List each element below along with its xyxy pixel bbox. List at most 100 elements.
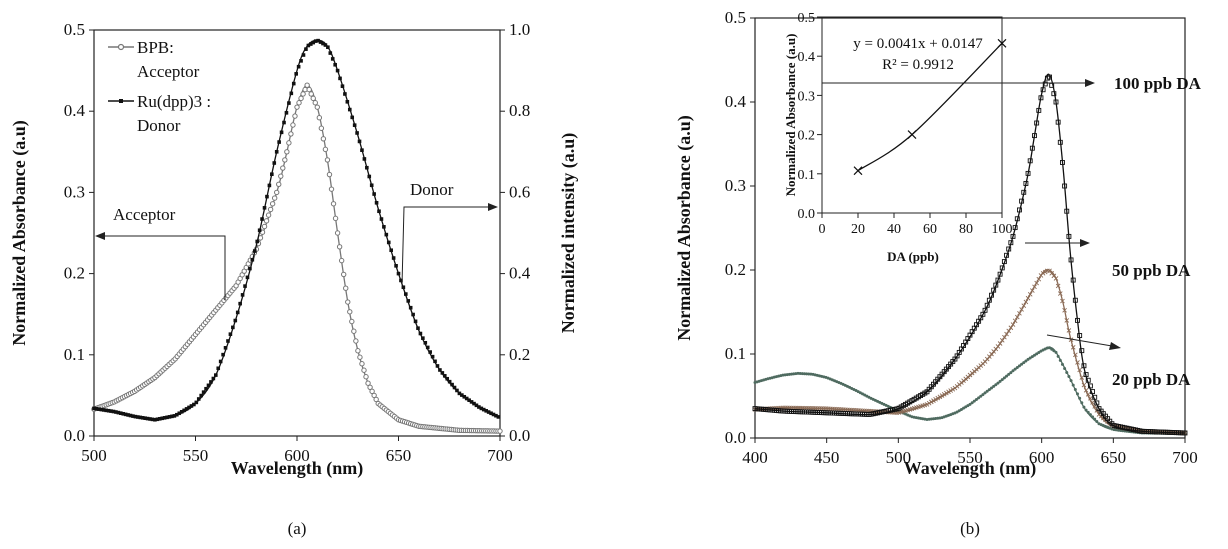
data-point-100ppb — [989, 292, 994, 298]
data-point-ru — [209, 380, 213, 384]
data-point-100ppb — [1083, 372, 1089, 378]
data-point-ru — [425, 345, 430, 350]
label-20-ppb: 20 ppb DA — [1112, 370, 1191, 389]
data-point-ru — [401, 285, 406, 290]
data-point-20ppb — [985, 389, 989, 393]
data-point-ru — [294, 72, 298, 76]
data-point-ru — [153, 417, 157, 422]
inset-chart: 0 20 40 60 80 100 0.0 0.1 0.2 0.3 0.4 0.5 y = 0.00… — [783, 11, 1013, 264]
data-point-50ppb — [1083, 387, 1089, 393]
data-point-50ppb — [1062, 308, 1067, 313]
y-tick-b-label: 0.0 — [725, 428, 746, 447]
data-point-50ppb — [1079, 375, 1085, 380]
data-point-ru — [462, 394, 467, 399]
data-point-50ppb — [1010, 322, 1016, 327]
legend-label-ru-2: Donor — [137, 116, 181, 135]
label-50-ppb: 50 ppb DA — [1112, 261, 1191, 280]
data-point-20ppb — [1056, 354, 1060, 358]
data-point-ru — [357, 139, 362, 144]
data-point-ru — [389, 248, 393, 253]
data-point-100ppb — [1090, 389, 1096, 395]
inset-data-point — [853, 166, 863, 176]
inset-y-tick-label: 0.2 — [798, 129, 816, 144]
x-tick-b-label: 500 — [886, 448, 912, 467]
data-point-100ppb — [995, 277, 1001, 283]
data-point-50ppb — [1021, 303, 1027, 309]
data-point-100ppb — [1040, 87, 1046, 93]
data-point-50ppb — [995, 344, 1001, 349]
data-point-50ppb — [1023, 299, 1029, 305]
data-point-20ppb — [1080, 401, 1084, 405]
data-point-ru — [350, 115, 355, 120]
data-point-50ppb — [1085, 392, 1091, 397]
data-point-100ppb — [1012, 225, 1018, 231]
legend-label-bpb-2: Acceptor — [137, 62, 200, 81]
data-point-ru — [192, 402, 196, 407]
data-point-50ppb — [941, 392, 947, 397]
x-tick-a-label: 550 — [183, 446, 209, 465]
data-point-ru — [204, 386, 208, 391]
data-point-100ppb — [1072, 297, 1078, 303]
data-point-100ppb — [1066, 233, 1072, 239]
data-point-ru — [326, 45, 330, 50]
data-point-ru — [228, 332, 233, 336]
data-point-50ppb — [1036, 276, 1042, 282]
data-point-ru — [282, 120, 286, 125]
data-point-ru — [421, 336, 425, 340]
data-point-ru — [496, 415, 501, 419]
data-point-bpb — [310, 95, 316, 102]
data-point-ru — [379, 217, 384, 221]
x-tick-a-label: 500 — [81, 446, 107, 465]
data-point-ru — [199, 393, 203, 398]
data-point-100ppb — [1064, 208, 1070, 214]
y-tick-a-label: 0.4 — [64, 101, 86, 120]
data-point-ru — [374, 200, 379, 205]
data-point-ru — [252, 249, 257, 253]
data-point-ru — [377, 209, 381, 214]
data-point-ru — [360, 148, 364, 152]
data-point-bpb — [271, 195, 278, 201]
data-point-bpb — [298, 95, 304, 102]
data-point-100ppb — [1029, 145, 1035, 151]
data-point-bpb — [363, 374, 369, 380]
data-point-bpb — [278, 173, 284, 179]
data-point-ru — [404, 292, 408, 296]
data-point-50ppb — [1002, 334, 1007, 340]
data-point-bpb — [351, 328, 357, 334]
data-point-bpb — [359, 361, 365, 367]
data-point-20ppb — [987, 388, 991, 392]
data-point-ru — [123, 412, 128, 417]
data-point-ru — [469, 400, 474, 404]
data-point-ru — [226, 339, 230, 343]
y-axis-label-b: Normalized Absorbance (a.u) — [674, 115, 695, 340]
label-arrow-50 — [1025, 239, 1090, 247]
data-point-bpb — [288, 131, 294, 137]
data-point-20ppb — [974, 397, 978, 401]
data-point-ru — [248, 266, 252, 271]
y2-ticks-a: 0.0 0.2 0.4 0.6 0.8 1.0 — [500, 20, 531, 445]
data-point-bpb — [284, 149, 290, 155]
data-point-100ppb — [1027, 158, 1033, 164]
data-point-ru — [323, 43, 328, 47]
data-point-ru — [143, 416, 147, 421]
data-point-bpb — [371, 392, 377, 399]
data-point-ru — [411, 312, 415, 317]
data-point-bpb — [349, 318, 355, 325]
data-point-ru — [94, 406, 99, 411]
data-point-20ppb — [1058, 358, 1062, 362]
data-point-bpb — [328, 186, 335, 192]
data-point-100ppb — [1032, 133, 1037, 139]
data-point-100ppb — [1059, 160, 1065, 165]
data-point-ru — [260, 217, 264, 221]
y-tick-b-label: 0.2 — [725, 260, 746, 279]
data-point-100ppb — [1042, 81, 1048, 87]
caption-b: (b) — [960, 519, 980, 538]
data-point-bpb — [367, 384, 373, 390]
data-point-20ppb — [1060, 362, 1064, 366]
x-tick-a-label: 700 — [487, 446, 513, 465]
data-point-ru — [274, 150, 279, 154]
data-point-50ppb — [935, 395, 941, 401]
legend-a: BPB: Acceptor Ru(dpp)3 : Donor — [108, 38, 211, 135]
data-point-50ppb — [933, 397, 938, 402]
inset-y-ticks: 0.0 0.1 0.2 0.3 0.4 0.5 — [798, 11, 822, 222]
